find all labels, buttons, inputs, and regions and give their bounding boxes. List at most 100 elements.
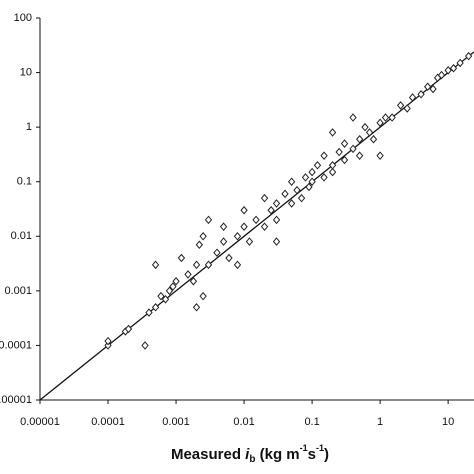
x-tick-label: 10 <box>442 416 454 428</box>
point <box>408 93 417 102</box>
point <box>361 122 369 132</box>
y-tick-label: 0.0001 <box>0 339 32 351</box>
point <box>240 205 248 215</box>
point <box>233 232 242 241</box>
point <box>381 113 390 122</box>
point <box>213 248 221 257</box>
label-part: s <box>308 446 316 463</box>
label-part: b <box>249 454 255 465</box>
point <box>308 177 316 186</box>
y-tick-label: 100 <box>14 12 32 24</box>
point <box>297 193 306 203</box>
point <box>281 189 289 199</box>
point <box>335 147 343 157</box>
point <box>272 215 281 225</box>
point <box>219 237 228 246</box>
point <box>199 232 207 241</box>
point <box>340 139 349 148</box>
label-part: i <box>245 446 250 463</box>
point <box>417 90 425 99</box>
point <box>104 336 112 346</box>
point <box>340 155 349 165</box>
point <box>151 260 160 270</box>
y-tick-label: 0.01 <box>11 230 32 242</box>
point <box>195 240 203 250</box>
x-tick-label: 0.0001 <box>91 416 125 428</box>
point <box>328 167 337 177</box>
point <box>449 63 458 73</box>
point <box>369 134 378 144</box>
point <box>328 128 337 137</box>
point <box>272 237 281 246</box>
x-tick-label: 1 <box>377 416 383 428</box>
point <box>177 253 186 263</box>
point <box>429 84 437 94</box>
y-tick-label: 0.1 <box>17 176 32 188</box>
point <box>320 173 328 182</box>
point <box>124 324 133 334</box>
point <box>305 182 313 192</box>
point <box>444 66 452 75</box>
point <box>365 128 374 137</box>
point <box>272 199 281 208</box>
point <box>157 291 165 301</box>
point <box>192 260 201 270</box>
point <box>204 260 213 270</box>
label-part: (kg m <box>255 446 299 463</box>
point <box>172 276 180 286</box>
y-tick-label: 0.00001 <box>0 394 32 406</box>
point <box>145 308 153 317</box>
x-tick-label: 0.00001 <box>20 416 60 428</box>
label-part: -1 <box>300 443 308 453</box>
point <box>349 144 357 154</box>
point <box>437 70 446 80</box>
point <box>376 151 384 160</box>
y-tick-label: 10 <box>20 66 32 78</box>
point <box>376 118 384 128</box>
label-part: ) <box>324 446 329 463</box>
point <box>267 205 275 215</box>
point <box>189 276 198 286</box>
x-tick-label: 0.1 <box>304 416 319 428</box>
label-part: -1 <box>316 443 324 453</box>
y-tick-label: 0.001 <box>4 285 32 297</box>
point <box>424 82 432 92</box>
point <box>396 101 405 110</box>
point <box>204 215 213 225</box>
point <box>245 237 254 246</box>
point <box>260 222 269 231</box>
point <box>456 58 464 68</box>
label-part: Measured <box>171 446 245 463</box>
point <box>161 295 170 304</box>
point <box>240 222 248 231</box>
point <box>301 173 310 182</box>
point <box>388 113 396 122</box>
point <box>233 260 242 270</box>
point <box>308 167 316 177</box>
point <box>184 270 192 279</box>
point <box>260 193 269 203</box>
point <box>252 215 260 225</box>
point <box>287 199 296 208</box>
point <box>464 51 473 61</box>
point <box>293 185 301 195</box>
point <box>355 134 364 144</box>
point <box>192 303 201 312</box>
point <box>199 291 207 301</box>
point <box>169 282 177 291</box>
point <box>141 341 149 350</box>
point <box>313 161 322 170</box>
x-axis-label: Measured ib (kg m-1s-1) <box>171 443 329 464</box>
point <box>165 286 174 296</box>
y-tick-label: 1 <box>26 121 32 133</box>
point <box>355 151 364 160</box>
point <box>320 151 328 160</box>
point <box>104 341 112 350</box>
x-tick-label: 0.001 <box>162 416 190 428</box>
point <box>151 303 160 312</box>
point <box>225 253 233 263</box>
point <box>403 104 411 113</box>
point <box>287 177 296 186</box>
